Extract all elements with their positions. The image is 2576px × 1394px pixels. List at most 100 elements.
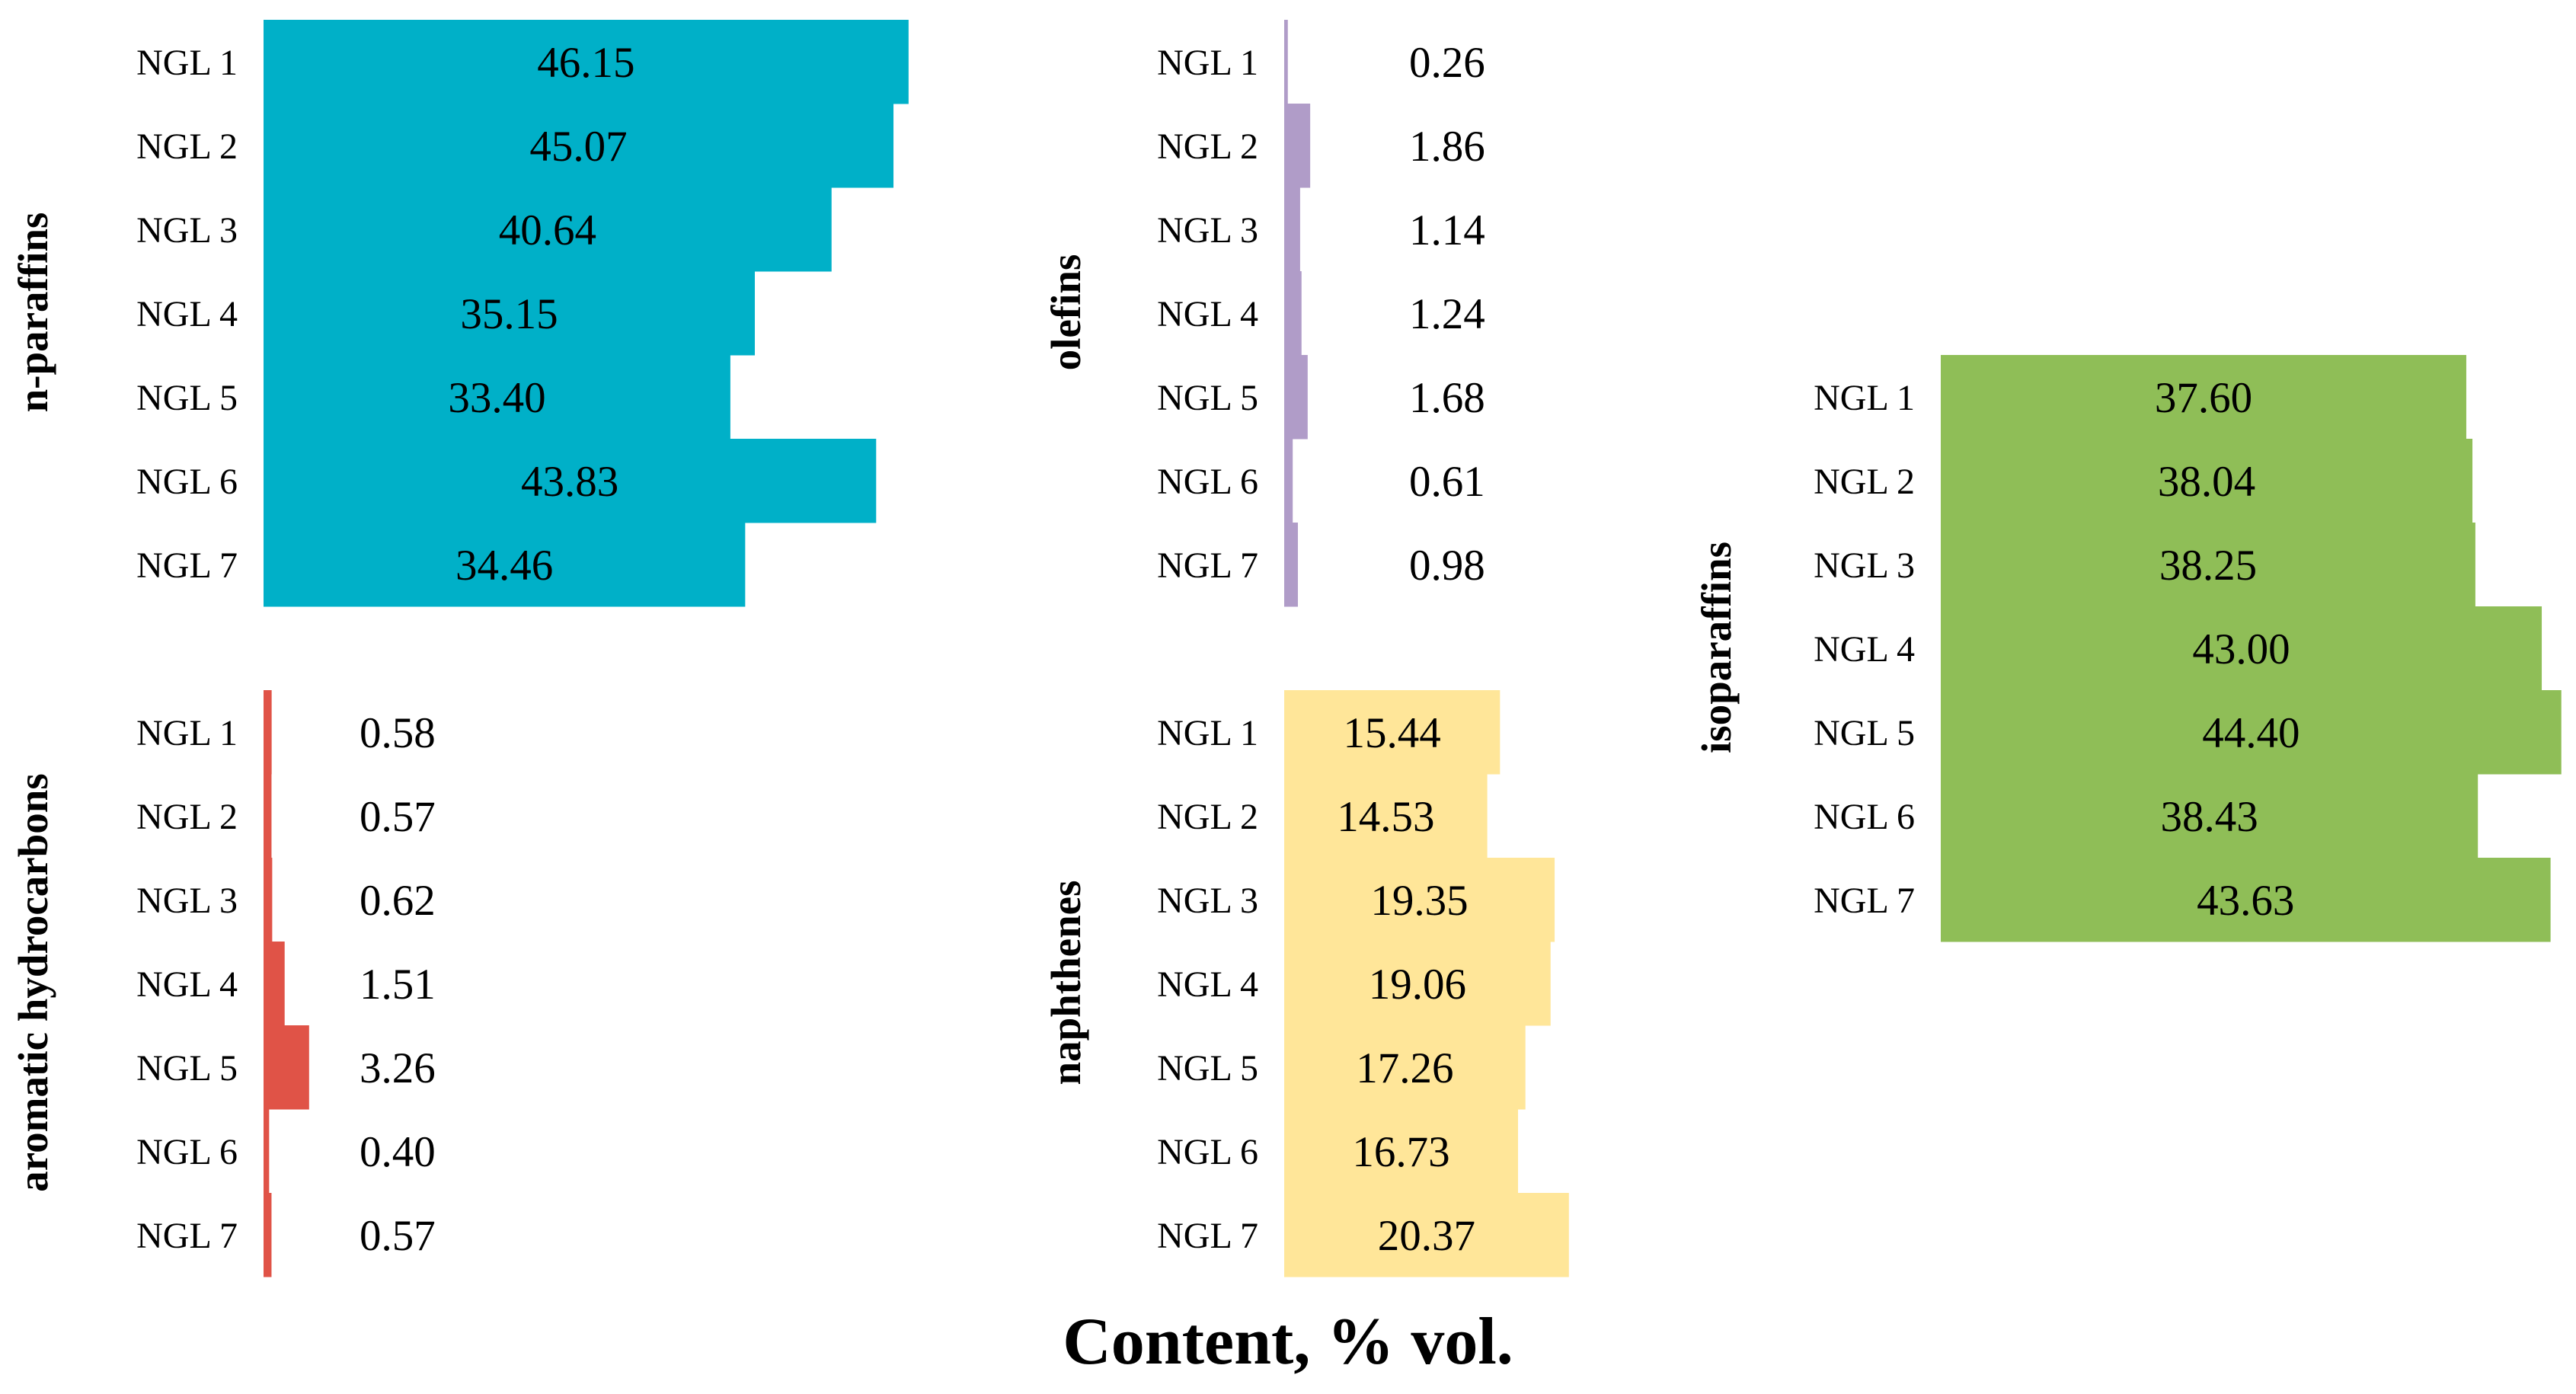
value-label: 44.40 [2202, 709, 2300, 757]
value-label: 0.62 [360, 877, 436, 925]
bar [1941, 774, 2479, 858]
category-label: NGL 5 [1814, 713, 1915, 753]
value-label: 38.25 [2159, 542, 2257, 590]
category-label: NGL 5 [1157, 378, 1258, 418]
category-label: NGL 6 [136, 1132, 238, 1172]
bar [1284, 271, 1302, 356]
value-label: 0.57 [360, 793, 436, 841]
category-label: NGL 6 [1157, 462, 1258, 502]
bar [1284, 942, 1551, 1026]
value-label: 33.40 [448, 374, 545, 422]
bar [1941, 523, 2475, 607]
value-label: 34.46 [455, 542, 553, 590]
value-label: 38.43 [2160, 793, 2258, 841]
category-label: NGL 4 [136, 964, 238, 1005]
bar [264, 1193, 272, 1277]
value-label: 0.58 [360, 709, 436, 757]
value-label: 1.51 [360, 961, 436, 1009]
group-title: n-paraffins [10, 213, 56, 413]
value-label: 0.57 [360, 1212, 436, 1260]
bar [264, 355, 730, 440]
value-label: 0.98 [1409, 542, 1485, 590]
category-label: NGL 2 [136, 797, 238, 837]
bar [1284, 187, 1300, 272]
value-label: 16.73 [1352, 1128, 1449, 1176]
bar [1941, 858, 2551, 942]
bar [264, 187, 832, 272]
value-label: 0.26 [1409, 39, 1485, 87]
value-label: 15.44 [1344, 709, 1441, 757]
group-isoparaffins: isoparaffins NGL 1 37.60 NGL 2 38.04 NGL 3 38.… [1693, 355, 2562, 942]
bar [264, 523, 746, 607]
value-label: 19.06 [1369, 961, 1466, 1009]
category-label: NGL 2 [1814, 462, 1915, 502]
bar [264, 774, 272, 858]
category-label: NGL 1 [136, 713, 238, 753]
group-olefins: olefins NGL 1 0.26 NGL 2 1.86 NGL 3 1.14 NGL 4 1… [1043, 20, 1485, 607]
group-title: olefins [1043, 254, 1089, 371]
category-label: NGL 3 [1157, 881, 1258, 921]
value-label: 46.15 [537, 39, 634, 87]
category-label: NGL 1 [1157, 43, 1258, 83]
bar [264, 858, 273, 942]
category-label: NGL 1 [136, 43, 238, 83]
category-label: NGL 2 [1157, 797, 1258, 837]
value-label: 1.68 [1409, 374, 1485, 422]
group-aromatic-hydrocarbons: aromatic hydrocarbons NGL 1 0.58 NGL 2 0.57 N… [10, 690, 436, 1277]
value-label: 38.04 [2158, 458, 2255, 506]
category-label: NGL 6 [136, 462, 238, 502]
category-label: NGL 2 [1157, 126, 1258, 167]
bar [264, 1025, 309, 1110]
bar [264, 1109, 270, 1194]
group-naphthenes: naphthenes NGL 1 15.44 NGL 2 14.53 NGL 3 19.35… [1043, 690, 1569, 1277]
value-label: 37.60 [2155, 374, 2252, 422]
category-label: NGL 6 [1157, 1132, 1258, 1172]
category-label: NGL 4 [1157, 294, 1258, 334]
bar [1941, 439, 2473, 523]
bar [264, 690, 272, 775]
value-label: 35.15 [460, 290, 558, 338]
value-label: 43.00 [2192, 625, 2290, 673]
category-label: NGL 3 [1157, 210, 1258, 251]
bar [264, 271, 756, 356]
category-label: NGL 7 [1814, 881, 1915, 921]
bar [1284, 439, 1293, 523]
bar [264, 104, 894, 188]
bar [1284, 1193, 1569, 1277]
bar [1284, 1025, 1526, 1110]
bar [1941, 606, 2542, 691]
bar [264, 439, 877, 523]
category-label: NGL 7 [1157, 545, 1258, 586]
value-label: 0.61 [1409, 458, 1485, 506]
value-label: 1.24 [1409, 290, 1485, 338]
value-label: 1.14 [1409, 206, 1485, 254]
category-label: NGL 3 [136, 210, 238, 251]
category-label: NGL 7 [136, 545, 238, 586]
value-label: 14.53 [1337, 793, 1434, 841]
category-label: NGL 3 [136, 881, 238, 921]
bar [1284, 20, 1288, 104]
group-n-paraffins: n-paraffins NGL 1 46.15 NGL 2 45.07 NGL 3 40.6… [10, 20, 909, 607]
bar [1284, 690, 1501, 775]
bar [264, 942, 285, 1026]
group-title: isoparaffins [1693, 542, 1740, 753]
bar [1941, 355, 2466, 440]
value-label: 45.07 [529, 123, 627, 171]
bar [264, 20, 909, 104]
bar [1284, 774, 1488, 858]
group-title: aromatic hydrocarbons [10, 773, 56, 1192]
category-label: NGL 5 [1157, 1048, 1258, 1089]
category-label: NGL 5 [136, 1048, 238, 1089]
category-label: NGL 7 [1157, 1216, 1258, 1256]
bar [1284, 104, 1311, 188]
bar [1941, 690, 2562, 775]
x-axis-title: Content, % vol. [1063, 1305, 1513, 1379]
bar [1284, 1109, 1518, 1194]
category-label: NGL 1 [1814, 378, 1915, 418]
category-label: NGL 4 [1157, 964, 1258, 1005]
value-label: 3.26 [360, 1044, 436, 1092]
category-label: NGL 6 [1814, 797, 1915, 837]
category-label: NGL 1 [1157, 713, 1258, 753]
value-label: 19.35 [1370, 877, 1468, 925]
